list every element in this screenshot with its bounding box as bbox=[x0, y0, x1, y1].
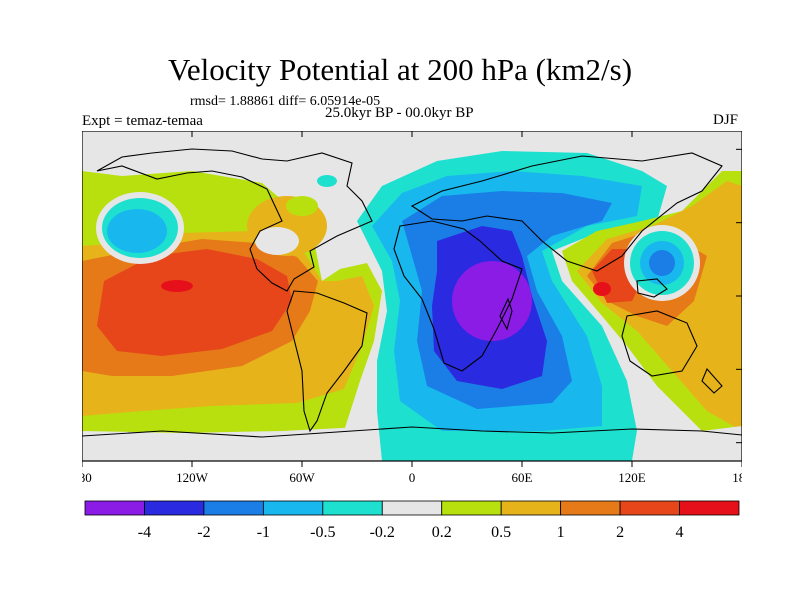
colorbar-label: 0.5 bbox=[491, 524, 511, 541]
colorbar-swatch bbox=[619, 500, 680, 516]
colorbar-swatch bbox=[262, 500, 324, 516]
colorbar-label: 1 bbox=[557, 524, 565, 541]
colorbar: -4 -2 -1 -0.5 -0.2 0.2 0.5 1 2 4 bbox=[84, 500, 740, 541]
lon-tick-label: 60E bbox=[512, 470, 533, 485]
lon-tick-label: 120E bbox=[618, 470, 646, 485]
colorbar-swatch bbox=[322, 500, 383, 516]
colorbar-label: 2 bbox=[616, 524, 624, 541]
lon-tick-label: 120W bbox=[176, 470, 209, 485]
colorbar-swatch bbox=[203, 500, 264, 516]
colorbar-swatch bbox=[381, 500, 443, 516]
stats-label: rmsd= 1.88861 diff= 6.05914e-05 bbox=[190, 94, 381, 109]
colorbar-label: -1 bbox=[257, 524, 270, 541]
positive-region-west-3 bbox=[97, 249, 292, 356]
negative-spot-arctic bbox=[317, 175, 337, 187]
colorbar-swatch bbox=[84, 500, 145, 516]
experiment-label: Expt = temaz-temaa bbox=[82, 113, 203, 129]
map-title: Velocity Potential at 200 hPa (km2/s) bbox=[167, 52, 633, 87]
colorbar-label: 4 bbox=[676, 524, 684, 541]
colorbar-label: 0.2 bbox=[432, 524, 452, 541]
lon-tick-label: 60W bbox=[289, 470, 315, 485]
velocity-potential-map: 80N40N040S80S 180120W60W060E120E180 -4-2… bbox=[82, 131, 742, 541]
coastlines bbox=[82, 148, 742, 438]
negative-core-indian bbox=[452, 261, 532, 341]
colorbar-label: -4 bbox=[138, 524, 151, 541]
lon-tick-label: 180 bbox=[82, 470, 92, 485]
colorbar-swatch bbox=[144, 500, 205, 516]
colorbar-label: -0.5 bbox=[310, 524, 335, 541]
lon-tick-label: 0 bbox=[409, 470, 416, 485]
season-label: DJF bbox=[712, 112, 738, 128]
contour-field bbox=[82, 131, 742, 461]
colorbar-swatch bbox=[500, 500, 562, 516]
period-label: 25.0kyr BP - 00.0kyr BP bbox=[325, 105, 474, 121]
lon-tick-label: 180 bbox=[732, 470, 742, 485]
colorbar-swatch bbox=[441, 500, 502, 516]
colorbar-label: -0.2 bbox=[370, 524, 395, 541]
colorbar-swatch bbox=[679, 500, 740, 516]
colorbar-label: -2 bbox=[197, 524, 210, 541]
positive-core-west bbox=[161, 280, 193, 292]
colorbar-swatch bbox=[560, 500, 621, 516]
